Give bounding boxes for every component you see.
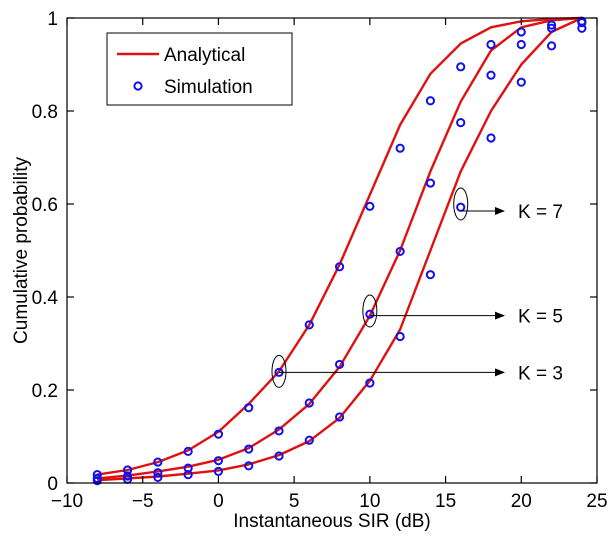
simulation-point — [274, 426, 284, 436]
simulation-point — [304, 398, 314, 408]
simulation-point — [213, 429, 224, 439]
simulation-markers-group — [92, 16, 587, 486]
simulation-point — [365, 378, 375, 388]
x-tick-label: 0 — [213, 491, 224, 512]
simulation-point — [425, 270, 436, 280]
y-tick-label: 0 — [47, 474, 58, 495]
simulation-point — [122, 471, 133, 481]
analytical-line — [97, 16, 583, 482]
legend-box — [106, 32, 293, 106]
simulation-point — [153, 457, 163, 467]
analytical-line — [97, 16, 582, 476]
ticks-group: −10 −5 0 5 10 15 20 25 0 0.2 0.4 0.6 0.8 1 — [32, 9, 608, 512]
y-tick-label: 1 — [47, 9, 58, 30]
annotations-group: K = 7 K = 5 K = 3 — [271, 187, 563, 388]
annotation-label: K = 3 — [518, 363, 563, 384]
simulation-point — [304, 320, 314, 330]
annotation-label: K = 5 — [518, 307, 563, 328]
simulation-point — [244, 461, 254, 471]
simulation-point — [274, 451, 284, 461]
simulation-point — [395, 331, 405, 342]
simulation-point — [92, 470, 102, 480]
simulation-point — [516, 77, 526, 87]
y-tick-label: 0.4 — [32, 288, 59, 309]
simulation-point — [153, 472, 163, 483]
simulation-point — [213, 456, 224, 466]
simulation-point — [304, 435, 314, 445]
x-tick-label: 20 — [511, 491, 532, 512]
simulation-point — [456, 118, 466, 128]
simulation-point — [425, 178, 436, 188]
simulation-point — [365, 201, 375, 211]
y-tick-label: 0.8 — [32, 102, 58, 123]
analytical-lines-group — [97, 16, 583, 482]
y-tick-label: 0.2 — [32, 381, 58, 402]
simulation-point — [244, 444, 254, 454]
simulation-point — [183, 446, 193, 456]
simulation-point — [577, 18, 587, 28]
x-tick-label: 15 — [435, 491, 456, 512]
simulation-point — [183, 470, 193, 480]
x-tick-label: 5 — [289, 491, 300, 512]
simulation-point — [577, 23, 587, 33]
y-tick-label: 0.6 — [32, 195, 58, 216]
annotation-ellipse — [271, 354, 287, 388]
annotation-ellipse — [453, 187, 469, 221]
simulation-point — [365, 309, 375, 319]
simulation-point — [395, 143, 405, 153]
annotation-ellipse — [362, 294, 378, 328]
legend-label-analytical: Analytical — [164, 45, 245, 66]
plot-frame — [66, 17, 598, 484]
simulation-point — [244, 403, 254, 413]
simulation-point — [122, 465, 133, 475]
simulation-point — [456, 202, 466, 212]
simulation-point — [486, 70, 496, 80]
analytical-line — [97, 16, 582, 480]
x-axis-label: Instantaneous SIR (dB) — [233, 511, 431, 532]
legend-marker-swatch — [133, 81, 143, 91]
simulation-point — [334, 412, 345, 422]
y-axis-label: Cumulative probability — [11, 157, 32, 344]
simulation-point — [456, 62, 466, 72]
simulation-point — [486, 133, 496, 143]
x-tick-label: −10 — [51, 491, 83, 512]
simulation-point — [546, 20, 557, 30]
simulation-point — [425, 96, 436, 106]
simulation-point — [516, 27, 526, 37]
simulation-point — [546, 23, 557, 33]
simulation-point — [486, 39, 496, 50]
simulation-point — [334, 359, 345, 370]
annotation-label: K = 7 — [518, 202, 563, 223]
simulation-point — [546, 41, 557, 51]
x-tick-label: 10 — [359, 491, 380, 512]
legend: Analytical Simulation — [106, 32, 293, 106]
simulation-point — [516, 39, 526, 50]
simulation-point — [395, 246, 405, 257]
x-tick-label: −5 — [132, 491, 154, 512]
legend-label-simulation: Simulation — [164, 77, 253, 98]
simulation-point — [92, 476, 102, 486]
simulation-point — [153, 468, 163, 478]
x-tick-label: 25 — [586, 491, 607, 512]
simulation-point — [213, 466, 224, 476]
simulation-point — [334, 262, 345, 272]
